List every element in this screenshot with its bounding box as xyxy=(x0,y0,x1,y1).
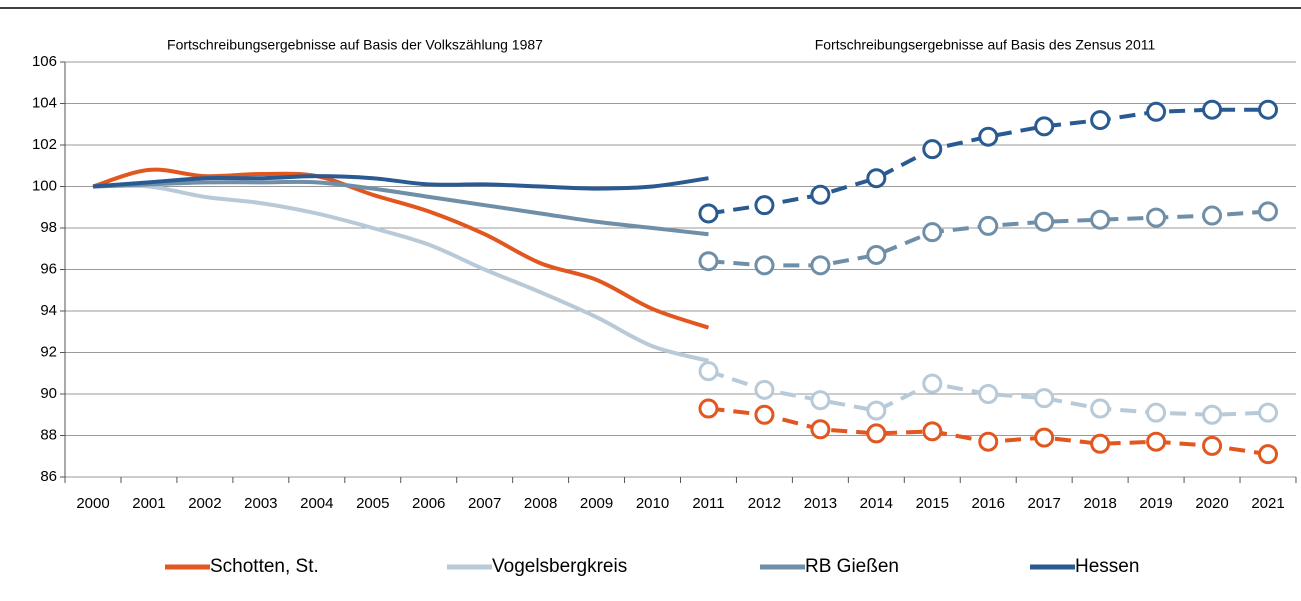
y-tick-label: 92 xyxy=(40,343,57,360)
marker xyxy=(1146,431,1167,452)
marker xyxy=(1034,427,1055,448)
y-tick-label: 106 xyxy=(32,53,57,70)
y-tick-label: 94 xyxy=(40,302,57,319)
marker xyxy=(1146,101,1167,122)
x-tick-label: 2002 xyxy=(188,495,221,512)
x-tick-label: 2007 xyxy=(468,495,501,512)
x-tick-label: 2020 xyxy=(1195,495,1228,512)
x-tick-label: 2015 xyxy=(916,495,949,512)
marker xyxy=(810,184,831,205)
annotation: Fortschreibungsergebnisse auf Basis der … xyxy=(167,37,543,53)
x-tick-label: 2018 xyxy=(1083,495,1116,512)
x-tick-label: 2016 xyxy=(972,495,1005,512)
x-tick-label: 2004 xyxy=(300,495,333,512)
marker xyxy=(866,400,887,421)
x-tick-label: 2001 xyxy=(132,495,165,512)
marker xyxy=(810,255,831,276)
marker xyxy=(1258,402,1278,423)
y-tick-label: 98 xyxy=(40,219,57,236)
marker xyxy=(1146,402,1167,423)
marker xyxy=(1146,207,1167,228)
marker xyxy=(922,421,943,442)
x-tick-label: 2017 xyxy=(1028,495,1061,512)
series-line xyxy=(92,183,709,363)
x-tick-label: 2010 xyxy=(636,495,669,512)
x-tick-label: 2014 xyxy=(860,495,893,512)
x-tick-label: 2011 xyxy=(692,495,724,512)
marker xyxy=(698,398,719,419)
series-line-dashed xyxy=(707,369,1269,417)
marker xyxy=(1202,205,1223,226)
legend-label: Vogelsbergkreis xyxy=(492,556,627,577)
marker xyxy=(1202,99,1223,120)
marker xyxy=(866,244,887,265)
marker xyxy=(1202,404,1223,425)
marker xyxy=(1090,398,1111,419)
marker xyxy=(698,251,719,272)
x-tick-label: 2005 xyxy=(356,495,389,512)
marker xyxy=(754,379,775,400)
marker xyxy=(1258,444,1278,465)
y-tick-label: 96 xyxy=(40,260,57,277)
x-tick-label: 2013 xyxy=(804,495,837,512)
marker xyxy=(866,168,887,189)
series-line xyxy=(92,167,710,330)
marker xyxy=(698,361,719,382)
marker xyxy=(1034,211,1055,232)
marker xyxy=(698,203,719,224)
marker xyxy=(922,373,943,394)
marker xyxy=(1202,435,1223,456)
marker xyxy=(1090,209,1111,230)
x-tick-label: 2006 xyxy=(412,495,445,512)
x-tick-label: 2012 xyxy=(748,495,781,512)
legend-label: Hessen xyxy=(1075,556,1139,577)
series-line xyxy=(92,174,709,191)
series-line-dashed xyxy=(708,107,1268,216)
x-tick-label: 2000 xyxy=(76,495,109,512)
y-tick-label: 104 xyxy=(32,94,57,111)
y-tick-label: 86 xyxy=(40,468,57,485)
x-tick-label: 2019 xyxy=(1139,495,1172,512)
x-tick-label: 2021 xyxy=(1251,495,1284,512)
x-tick-label: 2009 xyxy=(580,495,613,512)
marker xyxy=(754,404,775,425)
y-tick-label: 102 xyxy=(32,136,57,153)
marker xyxy=(978,126,999,147)
marker xyxy=(754,255,775,276)
marker xyxy=(810,390,831,411)
marker xyxy=(1090,110,1111,131)
legend-label: Schotten, St. xyxy=(210,556,319,577)
marker xyxy=(754,195,775,216)
marker xyxy=(922,222,943,243)
y-tick-label: 88 xyxy=(40,426,57,443)
x-tick-label: 2003 xyxy=(244,495,277,512)
series-line xyxy=(92,179,709,237)
marker xyxy=(1034,388,1055,409)
y-tick-label: 90 xyxy=(40,385,57,402)
marker xyxy=(1034,116,1055,137)
x-tick-label: 2008 xyxy=(524,495,557,512)
annotation: Fortschreibungsergebnisse auf Basis des … xyxy=(815,37,1156,53)
marker xyxy=(1090,433,1111,454)
legend-label: RB Gießen xyxy=(805,556,899,577)
marker xyxy=(1258,99,1278,120)
marker xyxy=(810,419,831,440)
marker xyxy=(866,423,887,444)
marker xyxy=(978,384,999,404)
marker xyxy=(1258,201,1278,222)
marker xyxy=(978,215,999,236)
marker xyxy=(922,139,943,160)
y-tick-label: 100 xyxy=(32,177,57,194)
marker xyxy=(978,431,999,452)
